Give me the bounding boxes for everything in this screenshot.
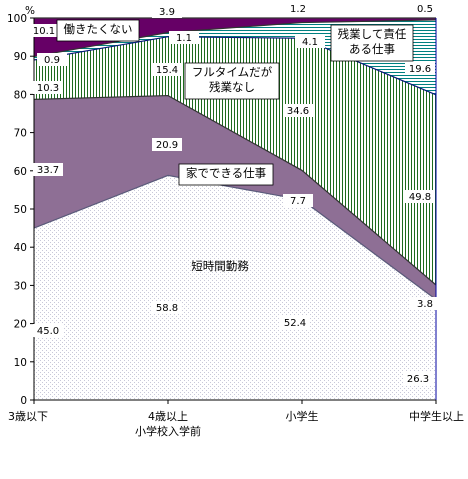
area-series-3 <box>34 36 436 286</box>
y-tick-label: 70 <box>14 128 27 140</box>
series-annotation-label: 働きたくない <box>64 22 133 36</box>
x-category-label: 中学生以上 <box>409 409 464 423</box>
data-label: 1.1 <box>176 33 192 44</box>
y-tick-label: 80 <box>14 89 27 101</box>
data-label: 20.9 <box>156 140 178 151</box>
series-boundary-4 <box>33 19 437 58</box>
series-annotation-box <box>184 62 280 100</box>
data-label-bg <box>29 24 59 37</box>
data-label-bg <box>152 138 182 151</box>
data-label: 33.7 <box>37 165 59 176</box>
data-label: 1.2 <box>290 4 306 15</box>
y-tick-label: 50 <box>14 204 27 216</box>
data-label-bg <box>403 372 433 385</box>
x-category-label: 小学生 <box>286 409 319 423</box>
data-label-bg <box>33 163 63 176</box>
y-tick-label: 60 <box>14 166 27 178</box>
data-label: 10.1 <box>33 26 55 37</box>
data-label-bg <box>152 5 182 18</box>
data-label-bg <box>410 2 440 15</box>
data-label-bg <box>283 104 313 117</box>
series-annotation-label: 残業して責任 <box>338 27 407 41</box>
data-label-bg <box>283 2 313 15</box>
data-label-bg <box>280 316 310 329</box>
series-boundary-2 <box>33 94 437 286</box>
area-series-1 <box>34 175 436 400</box>
y-tick-label: 0 <box>20 395 27 407</box>
series-annotation-label: 短時間勤務 <box>191 259 249 273</box>
data-label: 0.5 <box>417 4 433 15</box>
y-tick-label: 20 <box>14 319 27 331</box>
data-label: 15.4 <box>156 65 178 76</box>
data-label: 3.9 <box>159 7 175 18</box>
y-tick-label: 90 <box>14 51 27 63</box>
data-label-bg <box>33 81 63 94</box>
data-label-bg <box>410 297 440 310</box>
data-label: 26.3 <box>407 374 429 385</box>
data-label: 4.1 <box>302 37 318 48</box>
data-label: 45.0 <box>37 326 59 337</box>
data-label-bg <box>37 53 67 66</box>
x-category-label: 小学校入学前 <box>135 424 201 438</box>
area-series-2 <box>34 95 436 300</box>
data-label: 49.8 <box>409 192 431 203</box>
x-category-label: 3歳以下 <box>8 410 48 423</box>
x-category-label: 4歳以上 <box>148 410 188 423</box>
y-tick-label: 10 <box>14 357 27 369</box>
data-label-bg <box>152 301 182 314</box>
data-label: 3.8 <box>417 299 433 310</box>
data-label-bg <box>405 190 435 203</box>
data-label-bg <box>33 324 63 337</box>
data-label: 0.9 <box>44 55 60 66</box>
data-label: 34.6 <box>287 106 309 117</box>
series-annotation-label: フルタイムだが <box>192 65 273 79</box>
data-label-bg <box>152 63 182 76</box>
data-label: 52.4 <box>284 318 306 329</box>
data-label: 19.6 <box>409 64 431 75</box>
series-annotation-box <box>178 163 274 186</box>
y-tick-label: 40 <box>14 242 27 254</box>
data-label-bg <box>283 194 313 207</box>
data-label: 7.7 <box>290 196 306 207</box>
series-boundary-1 <box>33 174 437 301</box>
data-label: 10.3 <box>37 83 59 94</box>
series-annotation-label: 残業なし <box>209 80 255 94</box>
y-tick-label: 30 <box>14 280 27 292</box>
data-label-bg <box>169 31 199 44</box>
data-label-bg <box>405 62 435 75</box>
y-unit-label: % <box>25 5 35 17</box>
series-annotation-label: ある仕事 <box>349 42 395 56</box>
series-boundary-3 <box>33 36 437 96</box>
series-annotation-box <box>56 19 140 42</box>
data-label-bg <box>295 35 325 48</box>
series-annotation-label: 家でできる仕事 <box>186 166 266 180</box>
data-label: 58.8 <box>156 303 178 314</box>
y-tick-label: 100 <box>7 13 27 25</box>
series-annotation-box <box>330 24 414 62</box>
